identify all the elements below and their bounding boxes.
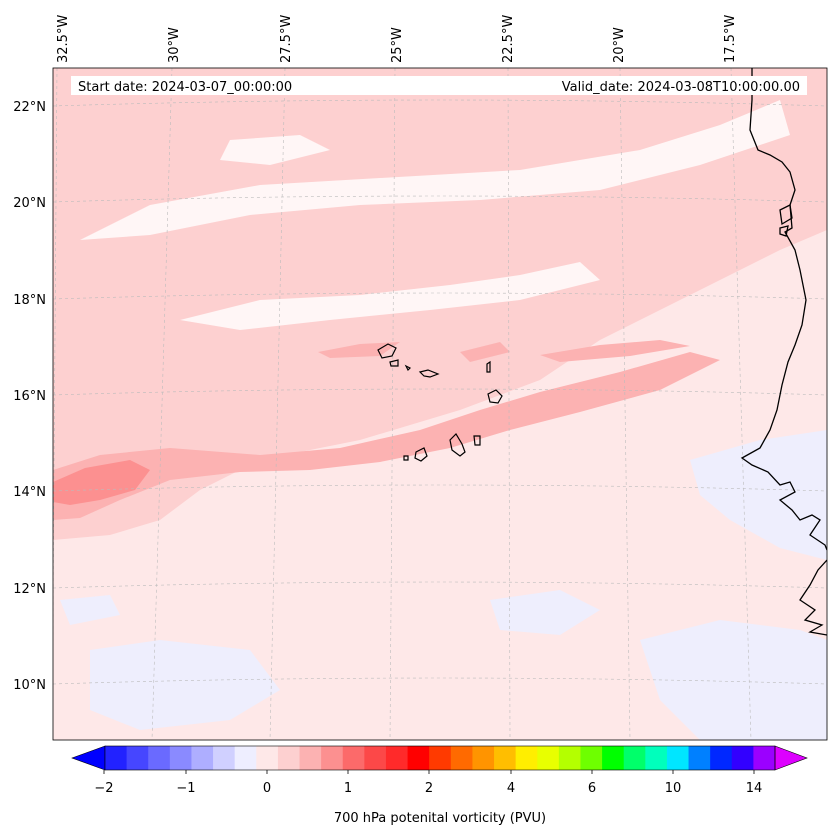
colorbar-segment xyxy=(558,746,581,770)
colorbar-segment xyxy=(753,746,776,770)
colorbar-segment xyxy=(364,746,387,770)
colorbar-frame xyxy=(104,745,776,771)
pv-lavender-patch-se xyxy=(690,430,827,560)
date-header-box xyxy=(71,76,807,95)
island-sal xyxy=(486,360,491,373)
colorbar-ticks xyxy=(103,770,755,774)
map-frame xyxy=(52,67,828,741)
colorbar-segment xyxy=(234,746,257,770)
colorbar-segment xyxy=(645,746,668,770)
pv-lavender-patch-e xyxy=(640,620,827,740)
island-santiago xyxy=(449,433,466,457)
island-santa-luzia xyxy=(404,364,412,372)
island-santo-antao xyxy=(377,343,397,359)
colorbar-segment xyxy=(688,746,711,770)
colorbar-segment xyxy=(407,746,430,770)
colorbar-tick-label: 14 xyxy=(746,781,763,796)
pv-lavender-patch-s2 xyxy=(490,590,600,635)
colorbar-high-extend-arrow xyxy=(774,745,808,771)
colorbar-segment xyxy=(105,746,128,770)
colorbar-title: 700 hPa potenital vorticity (PVU) xyxy=(334,811,546,826)
island-brava xyxy=(403,455,409,461)
lon-label: 32.5°W xyxy=(56,15,71,63)
colorbar-segments xyxy=(105,746,776,770)
lon-label: 25°W xyxy=(390,27,405,63)
lat-label: 18°N xyxy=(13,293,46,308)
colorbar-segment xyxy=(126,746,149,770)
pv-dark-pink-core xyxy=(53,460,150,505)
lon-label: 22.5°W xyxy=(501,15,516,63)
lat-label: 12°N xyxy=(13,582,46,597)
coastal-islet-2 xyxy=(779,225,789,237)
longitude-labels: 32.5°W 30°W 27.5°W 25°W 22.5°W 20°W 17.5… xyxy=(56,15,738,63)
pv-mid-pink-filament xyxy=(53,352,720,520)
colorbar-tick-label: −1 xyxy=(176,781,195,796)
colorbar-segment xyxy=(710,746,733,770)
map-panel[interactable] xyxy=(52,68,827,740)
colorbar-segment xyxy=(299,746,322,770)
pv-lavender-patch-w xyxy=(60,595,120,625)
colorbar-segment xyxy=(342,746,365,770)
pv-white-streak-mid xyxy=(180,262,600,330)
colorbar-segment xyxy=(385,746,409,770)
pv-mid-pink-streak-east xyxy=(540,340,690,362)
colorbar-segment xyxy=(537,746,560,770)
island-fogo xyxy=(414,447,428,462)
colorbar-segment xyxy=(602,746,625,770)
pv-white-patch-top xyxy=(220,135,330,165)
valid-date-label: Valid_date: 2024-03-08T10:00:00.00 xyxy=(562,80,800,95)
lon-label: 17.5°W xyxy=(723,15,738,63)
colorbar: −2 −1 0 1 2 4 6 10 14 700 hPa potenital … xyxy=(71,745,808,826)
pv-mid-pink-streak-center xyxy=(460,342,510,362)
colorbar-segment xyxy=(666,746,690,770)
island-boa-vista xyxy=(487,389,503,404)
guinea-coast xyxy=(799,559,827,636)
island-maio xyxy=(473,435,481,446)
island-sao-nicolau xyxy=(418,369,440,378)
colorbar-segment xyxy=(256,746,279,770)
lon-label: 20°W xyxy=(612,27,627,63)
lat-label: 22°N xyxy=(13,100,46,115)
pv-white-streak-north xyxy=(80,100,790,240)
colorbar-tick-label: 2 xyxy=(425,781,433,796)
colorbar-tick-label: 1 xyxy=(344,781,352,796)
graticule xyxy=(53,68,827,740)
colorbar-segment xyxy=(321,746,344,770)
colorbar-tick-label: 4 xyxy=(507,781,515,796)
island-sao-vicente xyxy=(389,359,399,367)
lat-label: 14°N xyxy=(13,485,46,500)
start-date-label: Start date: 2024-03-07_00:00:00 xyxy=(78,80,292,95)
colorbar-segment xyxy=(191,746,214,770)
colorbar-tick-label: 0 xyxy=(263,781,271,796)
colorbar-segment xyxy=(213,746,236,770)
colorbar-segment xyxy=(429,746,452,770)
colorbar-tick-label: 6 xyxy=(588,781,596,796)
lat-label: 16°N xyxy=(13,389,46,404)
lat-label: 10°N xyxy=(13,678,46,693)
lon-label: 30°W xyxy=(167,27,182,63)
coastal-islet-1 xyxy=(779,204,793,226)
coastlines xyxy=(740,68,827,636)
cape-verde-islands xyxy=(377,343,503,462)
latitude-labels: 22°N 20°N 18°N 16°N 14°N 12°N 10°N xyxy=(13,100,46,693)
colorbar-low-extend-arrow xyxy=(71,745,106,771)
pv-lavender-patch-s xyxy=(90,640,280,730)
lat-label: 20°N xyxy=(13,196,46,211)
colorbar-tick-labels: −2 −1 0 1 2 4 6 10 14 xyxy=(94,781,762,796)
africa-coastline xyxy=(740,68,827,551)
colorbar-segment xyxy=(623,746,646,770)
colorbar-tick-label: −2 xyxy=(94,781,113,796)
colorbar-segment xyxy=(494,746,517,770)
colorbar-segment xyxy=(450,746,473,770)
colorbar-segment xyxy=(580,746,603,770)
lon-label: 27.5°W xyxy=(279,15,294,63)
colorbar-segment xyxy=(169,746,192,770)
colorbar-segment xyxy=(472,746,495,770)
colorbar-segment xyxy=(731,746,754,770)
colorbar-segment xyxy=(277,746,301,770)
colorbar-tick-label: 10 xyxy=(665,781,682,796)
colorbar-segment xyxy=(515,746,538,770)
colorbar-segment xyxy=(148,746,171,770)
